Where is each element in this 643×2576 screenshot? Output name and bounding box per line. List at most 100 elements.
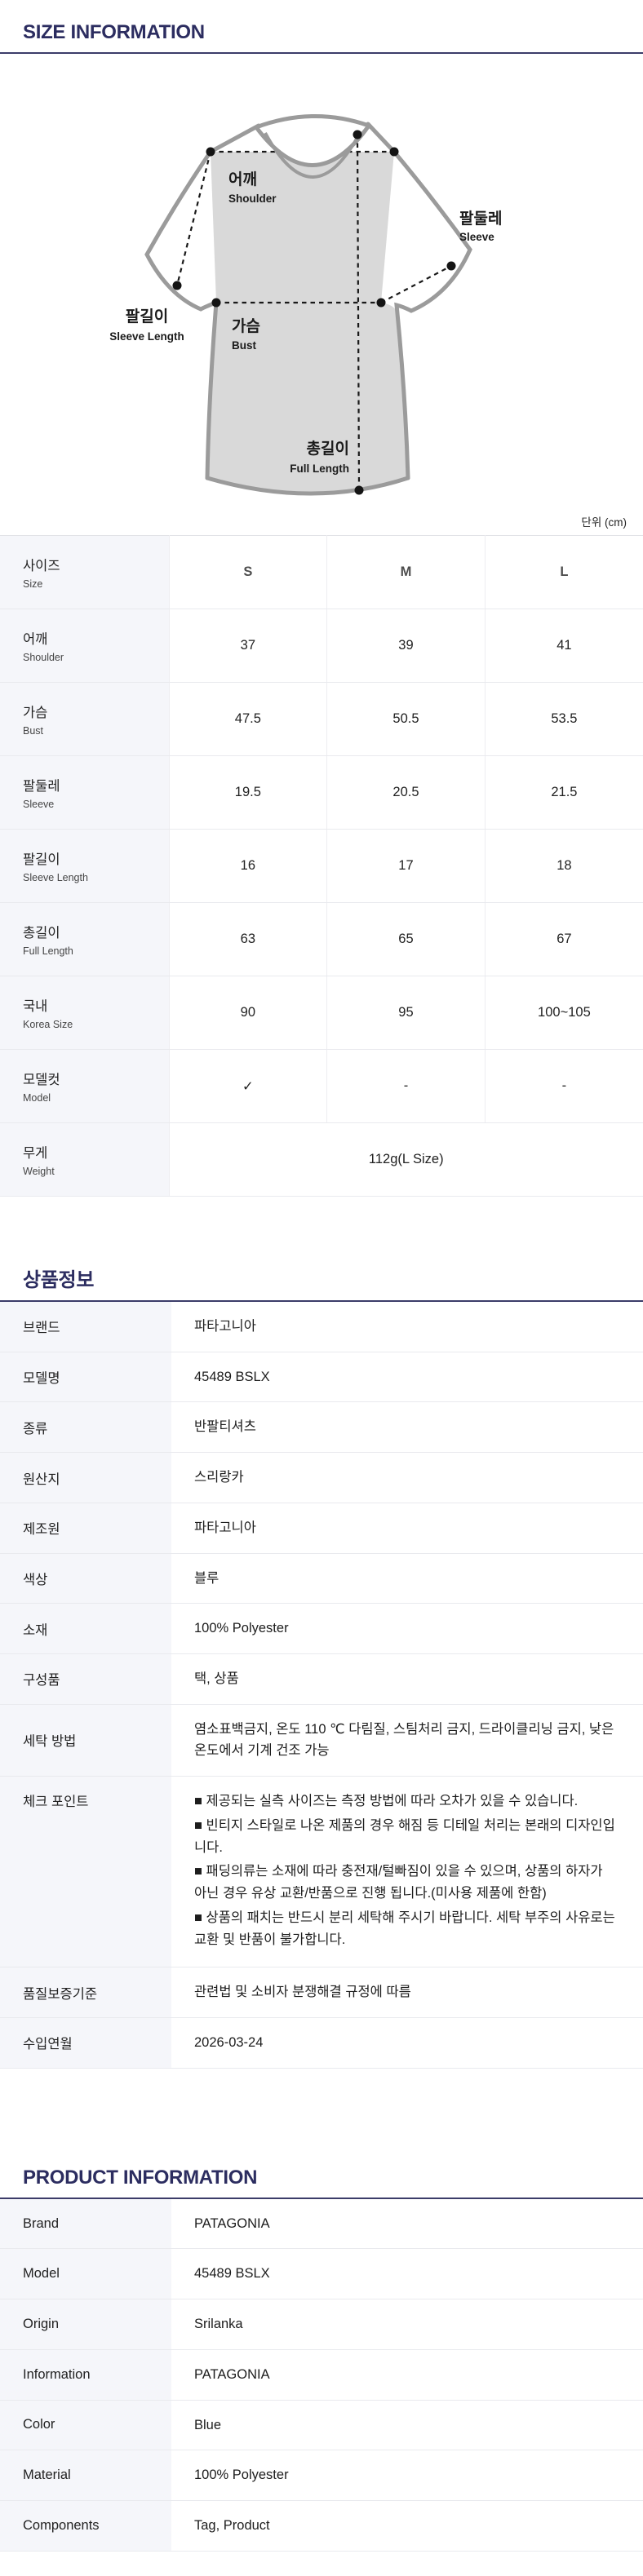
size-cell-value: - [484,1049,643,1123]
diagram-label-sleeve-kr: 팔둘레 [459,210,502,228]
info-row-label: Model [0,2248,171,2300]
product-info-kr-table: 브랜드 파타고니아 모델명 45489 BSLX 종류 반팔티셔츠 원산지 스리랑카 제조원 파타… [0,1300,643,2069]
info-row-label: 수입연월 [0,2017,171,2069]
info-row: Model 45489 BSLX [0,2248,643,2300]
product-info-en-body: Brand PATAGONIA Model 45489 BSLX Origin Srila… [0,2198,643,2552]
size-cell-value: 47.5 [168,682,327,756]
size-row-label-en: Model [23,1092,51,1104]
info-row-label: Color [0,2400,171,2451]
size-row-label-en: Shoulder [23,652,64,663]
info-row-value: 스리랑카 [171,1452,643,1503]
info-row-value: 염소표백금지, 온도 110 ℃ 다림질, 스팀처리 금지, 드라이클리닝 금지… [171,1704,643,1777]
info-row-value: 관련법 및 소비자 분쟁해결 규정에 따름 [171,1967,643,2018]
tshirt-measurement-diagram: 어깨 Shoulder 팔둘레 Sleeve 가슴 Bust 팔길이 Sleev… [0,60,643,511]
size-table-body: 사이즈 Size S M L 어깨 Shoulder 37 39 41 가슴 Bust 47.5 50.5… [0,535,643,1197]
unit-label: 단위 (cm) [581,516,627,529]
size-row-label: 사이즈 Size [0,535,170,609]
size-cell-value: 50.5 [326,682,486,756]
info-row-value: 2026-03-24 [171,2017,643,2069]
size-row-label: 모델컷 Model [0,1049,170,1123]
size-cell-value: 90 [168,976,327,1050]
checkpoint-bullet: ■ 상품의 패치는 반드시 분리 세탁해 주시기 바랍니다. 세탁 부주의 사유… [194,1910,615,1947]
tshirt-hem [205,476,410,496]
info-row: 체크 포인트 ■ 제공되는 실측 사이즈는 측정 방법에 따라 오차가 있을 수 … [0,1776,643,1968]
size-table-row: 모델컷 Model ✓ - - [0,1049,643,1123]
info-row: Brand PATAGONIA [0,2198,643,2250]
info-row-value: Srilanka [171,2299,643,2350]
info-row-label: 체크 포인트 [0,1776,171,1968]
size-cell-value: 21.5 [484,755,643,830]
size-cell-value: 53.5 [484,682,643,756]
diagram-label-sleeve-en: Sleeve [459,231,494,243]
info-row-value: 45489 BSLX [171,2248,643,2300]
info-row: 세탁 방법 염소표백금지, 온도 110 ℃ 다림질, 스팀처리 금지, 드라이클… [0,1704,643,1777]
info-row-label: 색상 [0,1553,171,1604]
size-section-title: SIZE INFORMATION [23,21,205,43]
size-table-row: 사이즈 Size S M L [0,535,643,609]
sleeve-measure-line [380,265,452,303]
info-row: Material 100% Polyester [0,2450,643,2501]
diagram-label-full-length-kr: 총길이 [307,440,349,458]
size-cell-value: L [484,535,643,609]
info-row: Color Blue [0,2400,643,2451]
info-row-label: Information [0,2349,171,2401]
collar-inner-line [264,131,362,179]
size-row-label-kr: 국내 [23,999,48,1014]
diagram-label-shoulder-kr: 어깨 [228,170,257,188]
info-row: 모델명 45489 BSLX [0,1352,643,1403]
size-cell-value: 17 [326,829,486,903]
size-row-label: 무게 Weight [0,1122,170,1197]
info-row-label: 소재 [0,1603,171,1655]
size-table-row: 무게 Weight 112g(L Size) [0,1122,643,1197]
size-row-label-kr: 팔둘레 [23,779,60,794]
size-row-label-kr: 사이즈 [23,559,60,573]
collar [254,114,371,167]
info-row-label: 종류 [0,1401,171,1454]
info-row: 종류 반팔티셔츠 [0,1401,643,1454]
sleeve-length-measure-line [175,151,212,286]
size-cell-value: 100~105 [484,976,643,1050]
info-row-value: 파타고니아 [171,1503,643,1554]
size-row-label-kr: 팔길이 [23,852,60,867]
info-row-label: 모델명 [0,1352,171,1403]
size-cell-value: 37 [168,609,327,683]
section-divider [0,52,643,54]
checkpoint-bullet: ■ 패딩의류는 소재에 따라 충전재/털빠짐이 있을 수 있으며, 상품의 하자… [194,1864,603,1901]
diagram-label-bust-kr: 가슴 [232,317,260,335]
info-row-value: 100% Polyester [171,1603,643,1655]
info-row-value: PATAGONIA [171,2198,643,2250]
size-row-label-kr: 가슴 [23,706,48,720]
info-row-value: 파타고니아 [171,1301,643,1352]
info-row-label: 브랜드 [0,1301,171,1352]
info-row: 제조원 파타고니아 [0,1503,643,1554]
info-row-value: 100% Polyester [171,2450,643,2501]
info-row-value: ■ 제공되는 실측 사이즈는 측정 방법에 따라 오차가 있을 수 있습니다. ■… [171,1776,643,1968]
info-row: 구성품 택, 상품 [0,1653,643,1705]
info-row-label: 세탁 방법 [0,1704,171,1777]
size-row-label-kr: 어깨 [23,632,48,647]
info-row: 수입연월 2026-03-24 [0,2017,643,2069]
size-cell-value: 41 [484,609,643,683]
size-cell-value: 95 [326,976,486,1050]
size-row-span-value: 112g(L Size) [168,1122,643,1197]
info-row: Information PATAGONIA [0,2349,643,2401]
size-row-label: 어깨 Shoulder [0,609,170,683]
size-table-row: 어깨 Shoulder 37 39 41 [0,609,643,683]
size-table-row: 팔길이 Sleeve Length 16 17 18 [0,829,643,903]
size-row-label: 총길이 Full Length [0,902,170,976]
measure-dots [172,130,456,495]
info-row: Components Tag, Product [0,2500,643,2552]
product-info-kr-body: 브랜드 파타고니아 모델명 45489 BSLX 종류 반팔티셔츠 원산지 스리랑카 제조원 파타… [0,1301,643,2069]
info-row: 원산지 스리랑카 [0,1452,643,1503]
info-row-value: 45489 BSLX [171,1352,643,1403]
info-row-label: Components [0,2500,171,2552]
tshirt-outline-right [366,122,472,480]
info-row-label: Brand [0,2198,171,2250]
info-row: 품질보증기준 관련법 및 소비자 분쟁해결 규정에 따름 [0,1967,643,2018]
size-table-row: 가슴 Bust 47.5 50.5 53.5 [0,682,643,756]
info-row-value: Tag, Product [171,2500,643,2552]
size-cell-value: 20.5 [326,755,486,830]
product-info-en-title: PRODUCT INFORMATION [23,2166,258,2189]
size-row-label-en: Korea Size [23,1019,73,1030]
